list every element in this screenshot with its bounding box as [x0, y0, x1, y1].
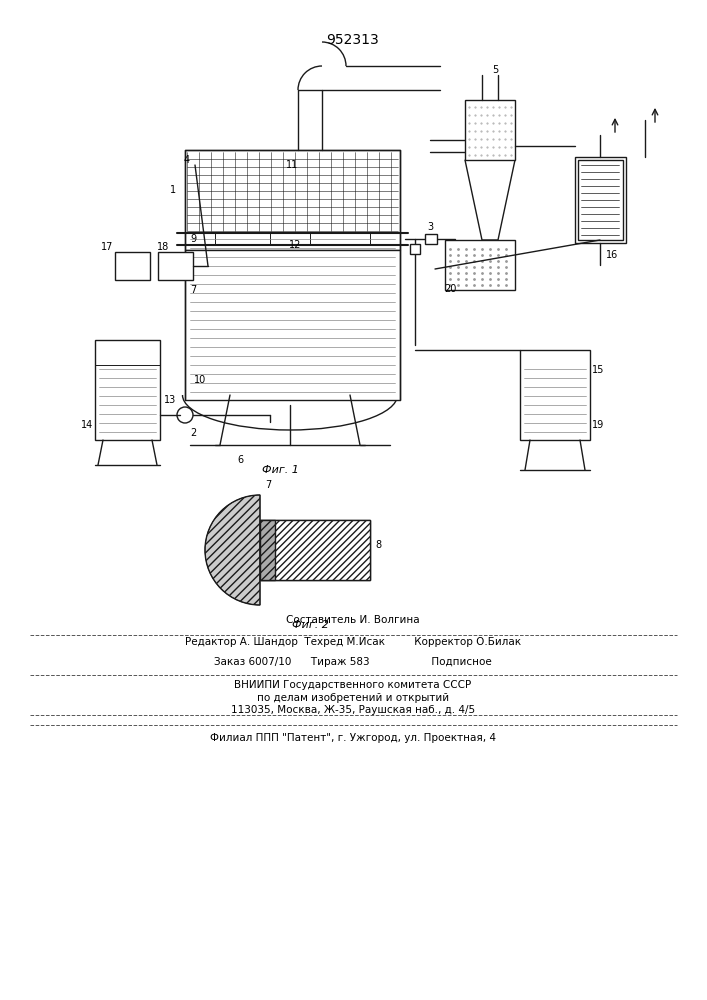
Bar	[260, 520, 275, 580]
Text: 1: 1	[170, 185, 176, 195]
Bar	[95, 340, 160, 440]
Text: Редактор А. Шандор  Техред М.Исак         Корректор О.Билак: Редактор А. Шандор Техред М.Исак Коррект…	[185, 637, 521, 647]
Text: 20: 20	[444, 284, 456, 294]
Text: по делам изобретений и открытий: по делам изобретений и открытий	[257, 693, 449, 703]
Text: 2: 2	[190, 428, 196, 438]
Text: 16: 16	[606, 250, 618, 260]
Text: 4: 4	[184, 155, 190, 165]
Text: Составитель И. Волгина: Составитель И. Волгина	[286, 615, 420, 625]
Text: 113035, Москва, Ж-35, Раушская наб., д. 4/5: 113035, Москва, Ж-35, Раушская наб., д. …	[231, 705, 475, 715]
Text: 17: 17	[101, 242, 113, 252]
Bar	[520, 350, 590, 440]
Polygon shape	[465, 160, 515, 240]
Text: 10: 10	[194, 375, 206, 385]
Text: 9: 9	[190, 234, 196, 244]
Bar	[260, 520, 370, 580]
Text: 14: 14	[81, 420, 93, 430]
Bar	[115, 252, 150, 280]
Text: 15: 15	[592, 365, 604, 375]
Bar	[185, 150, 400, 250]
Text: Фиг. 1: Фиг. 1	[262, 465, 298, 475]
Bar	[260, 520, 370, 580]
Text: 5: 5	[492, 65, 498, 75]
Bar	[185, 250, 400, 400]
Text: 6: 6	[237, 455, 243, 465]
Text: ВНИИПИ Государственного комитета СССР: ВНИИПИ Государственного комитета СССР	[235, 680, 472, 690]
Bar	[578, 160, 623, 240]
Text: 12: 12	[289, 240, 301, 250]
Text: 3: 3	[427, 222, 433, 232]
Bar	[410, 244, 420, 254]
Text: 7: 7	[265, 480, 271, 490]
Text: Заказ 6007/10      Тираж 583                   Подписное: Заказ 6007/10 Тираж 583 Подписное	[214, 657, 492, 667]
Text: 952313: 952313	[327, 33, 380, 47]
Text: Филиал ППП "Патент", г. Ужгород, ул. Проектная, 4: Филиал ППП "Патент", г. Ужгород, ул. Про…	[210, 733, 496, 743]
Text: 8: 8	[375, 540, 381, 550]
Text: 13: 13	[164, 395, 176, 405]
Bar	[445, 240, 515, 290]
Text: Фиг. 2: Фиг. 2	[291, 620, 329, 630]
Bar	[465, 100, 515, 160]
Text: 7: 7	[190, 285, 196, 295]
Bar	[158, 252, 193, 280]
Text: 18: 18	[157, 242, 169, 252]
Text: 19: 19	[592, 420, 604, 430]
Wedge shape	[205, 495, 260, 605]
Bar	[425, 234, 437, 244]
Text: 11: 11	[286, 160, 298, 170]
Bar	[575, 157, 626, 243]
